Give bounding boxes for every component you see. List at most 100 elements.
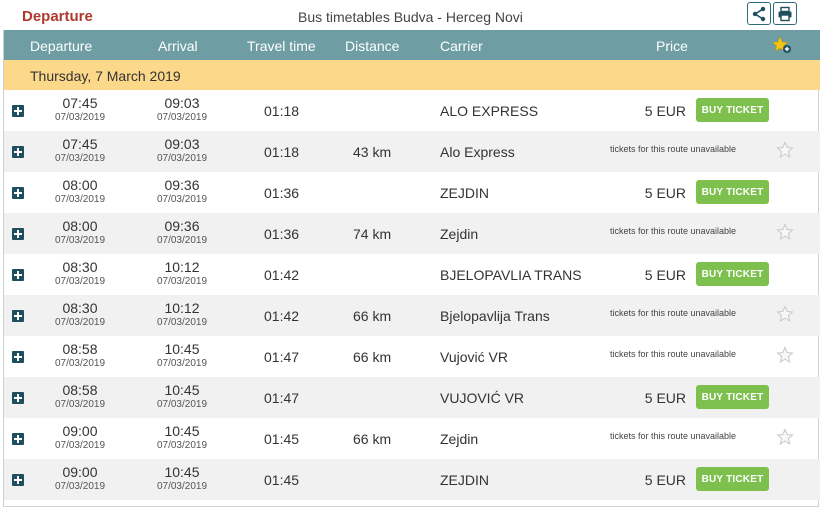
distance: 43 km <box>353 144 392 160</box>
buy-ticket-button[interactable]: BUY TICKET <box>696 262 769 286</box>
table-row[interactable]: 08:30 07/03/2019 10:12 07/03/2019 01:42 66 km… <box>4 295 820 336</box>
arrival-cell: 10:12 07/03/2019 <box>142 259 222 287</box>
buy-ticket-button[interactable]: BUY TICKET <box>696 98 769 122</box>
table-row[interactable]: 07:45 07/03/2019 09:03 07/03/2019 01:18 43 km… <box>4 131 820 172</box>
share-button[interactable] <box>747 2 771 25</box>
tickets-unavailable-note: tickets for this route unavailable <box>610 226 737 236</box>
table-row[interactable]: 08:58 07/03/2019 10:45 07/03/2019 01:47 66 km… <box>4 336 820 377</box>
table-header: Departure Arrival Travel time Distance C… <box>4 30 820 60</box>
departure-date: 07/03/2019 <box>54 153 106 164</box>
buy-ticket-button[interactable]: BUY TICKET <box>696 467 769 491</box>
column-header-arrival[interactable]: Arrival <box>158 38 198 54</box>
route-title: Bus timetables Budva - Herceg Novi <box>298 9 523 25</box>
table-row[interactable]: 07:45 07/03/2019 09:03 07/03/2019 01:18 ALO E… <box>4 90 820 131</box>
price: 5 EUR <box>644 185 686 201</box>
carrier-name: Zejdin <box>440 431 479 447</box>
print-button[interactable] <box>773 2 797 25</box>
expand-icon[interactable] <box>12 105 24 117</box>
carrier-name: ZEJDIN <box>440 472 489 488</box>
carrier-name: Alo Express <box>440 144 515 160</box>
departure-cell: 09:00 07/03/2019 <box>40 423 120 451</box>
carrier-name: BJELOPAVLIA TRANS <box>440 267 582 283</box>
favorite-star-icon[interactable] <box>776 141 794 159</box>
expand-icon[interactable] <box>12 146 24 158</box>
table-row[interactable]: 08:00 07/03/2019 09:36 07/03/2019 01:36 74 km… <box>4 213 820 254</box>
distance: 66 km <box>353 431 392 447</box>
tickets-unavailable-note: tickets for this route unavailable <box>610 349 737 359</box>
arrival-date: 07/03/2019 <box>156 440 208 451</box>
travel-time: 01:36 <box>264 226 300 242</box>
departure-time: 08:58 <box>62 341 98 357</box>
favorite-star-icon[interactable] <box>776 223 794 241</box>
carrier-name: ZEJDIN <box>440 185 489 201</box>
travel-time: 01:18 <box>264 103 300 119</box>
departure-date: 07/03/2019 <box>54 194 106 205</box>
carrier-name: VUJOVIĆ VR <box>440 390 525 406</box>
favorite-star-icon[interactable] <box>776 346 794 364</box>
departure-cell: 08:00 07/03/2019 <box>40 177 120 205</box>
travel-time: 01:45 <box>264 431 300 447</box>
buy-ticket-button[interactable]: BUY TICKET <box>696 180 769 204</box>
arrival-cell: 09:36 07/03/2019 <box>142 218 222 246</box>
arrival-time: 09:36 <box>164 177 200 193</box>
departure-time: 07:45 <box>62 95 98 111</box>
arrival-date: 07/03/2019 <box>156 481 208 492</box>
arrival-date: 07/03/2019 <box>156 358 208 369</box>
column-header-travel-time[interactable]: Travel time <box>247 38 316 54</box>
expand-icon[interactable] <box>12 228 24 240</box>
column-header-departure[interactable]: Departure <box>30 38 93 54</box>
expand-icon[interactable] <box>12 310 24 322</box>
carrier-name: ALO EXPRESS <box>440 103 539 119</box>
travel-time: 01:47 <box>264 349 300 365</box>
expand-icon[interactable] <box>12 433 24 445</box>
date-group-header: Thursday, 7 March 2019 <box>4 60 820 90</box>
departure-time: 08:00 <box>62 177 98 193</box>
printer-icon <box>778 6 792 21</box>
column-header-carrier[interactable]: Carrier <box>440 38 483 54</box>
departure-cell: 08:00 07/03/2019 <box>40 218 120 246</box>
table-row[interactable]: 08:30 07/03/2019 10:12 07/03/2019 01:42 BJELO… <box>4 254 820 295</box>
departure-time: 09:00 <box>62 423 98 439</box>
distance: 66 km <box>353 308 392 324</box>
table-row[interactable]: 09:00 07/03/2019 10:45 07/03/2019 01:45 ZEJDI… <box>4 459 820 500</box>
tickets-unavailable-note: tickets for this route unavailable <box>610 431 737 441</box>
arrival-time: 09:03 <box>164 95 200 111</box>
favorites-add-icon[interactable] <box>771 36 792 57</box>
departure-date: 07/03/2019 <box>54 276 106 287</box>
arrival-cell: 10:45 07/03/2019 <box>142 382 222 410</box>
favorite-star-icon[interactable] <box>776 428 794 446</box>
table-row[interactable]: 08:00 07/03/2019 09:36 07/03/2019 01:36 ZEJDI… <box>4 172 820 213</box>
arrival-date: 07/03/2019 <box>156 399 208 410</box>
departure-cell: 08:30 07/03/2019 <box>40 259 120 287</box>
price: 5 EUR <box>644 472 686 488</box>
expand-icon[interactable] <box>12 392 24 404</box>
departure-cell: 08:58 07/03/2019 <box>40 341 120 369</box>
page-title: Departure <box>22 8 93 25</box>
travel-time: 01:47 <box>264 390 300 406</box>
price: 5 EUR <box>644 267 686 283</box>
arrival-date: 07/03/2019 <box>156 276 208 287</box>
departure-date: 07/03/2019 <box>54 317 106 328</box>
expand-icon[interactable] <box>12 474 24 486</box>
arrival-cell: 10:12 07/03/2019 <box>142 300 222 328</box>
arrival-date: 07/03/2019 <box>156 317 208 328</box>
column-header-price[interactable]: Price <box>656 38 688 54</box>
arrival-time: 10:45 <box>164 341 200 357</box>
expand-icon[interactable] <box>12 269 24 281</box>
distance: 74 km <box>353 226 392 242</box>
expand-icon[interactable] <box>12 187 24 199</box>
departure-time: 09:00 <box>62 464 98 480</box>
departure-time: 08:30 <box>62 300 98 316</box>
expand-icon[interactable] <box>12 351 24 363</box>
price: 5 EUR <box>644 390 686 406</box>
travel-time: 01:42 <box>264 308 300 324</box>
departure-time: 08:58 <box>62 382 98 398</box>
departure-time: 08:30 <box>62 259 98 275</box>
table-row[interactable]: 09:00 07/03/2019 10:45 07/03/2019 01:45 66 km… <box>4 418 820 459</box>
buy-ticket-button[interactable]: BUY TICKET <box>696 385 769 409</box>
column-header-distance[interactable]: Distance <box>345 38 400 54</box>
favorite-star-icon[interactable] <box>776 305 794 323</box>
table-row[interactable]: 08:58 07/03/2019 10:45 07/03/2019 01:47 VUJOV… <box>4 377 820 418</box>
timetable: Departure Arrival Travel time Distance C… <box>3 30 820 507</box>
tickets-unavailable-note: tickets for this route unavailable <box>610 308 737 318</box>
